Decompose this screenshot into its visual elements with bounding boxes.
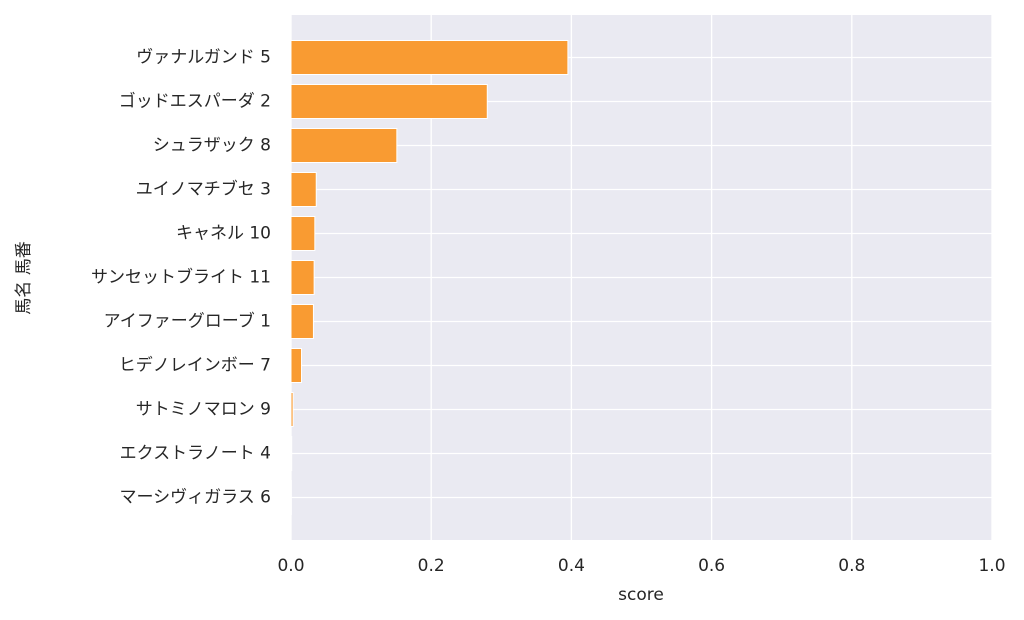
- y-axis-label: 馬名 馬番: [14, 241, 34, 314]
- y-tick-label: サンセットブライト 11: [91, 267, 271, 288]
- bar: [290, 128, 398, 163]
- y-tick-label: エクストラノート 4: [120, 444, 271, 464]
- x-tick-label: 0.8: [838, 556, 865, 576]
- bar: [290, 40, 569, 75]
- y-tick-label: キャネル 10: [176, 224, 271, 244]
- bar: [290, 172, 317, 207]
- x-tick-label: 1.0: [978, 556, 1005, 576]
- bar: [290, 392, 294, 427]
- bar: [290, 348, 303, 383]
- y-tick-label: ゴッドエスパーダ 2: [119, 91, 271, 112]
- y-tick-label: サトミノマロン 9: [136, 400, 271, 420]
- y-tick-label: ユイノマチブセ 3: [136, 179, 271, 200]
- y-tick-label: ヴァナルガンド 5: [136, 48, 271, 68]
- y-tick-label: アイファーグローブ 1: [104, 311, 271, 332]
- y-tick-label: ヒデノレインボー 7: [119, 355, 271, 376]
- bar: [290, 436, 293, 471]
- x-tick-label: 0.0: [277, 556, 304, 576]
- x-tick-label: 0.2: [418, 556, 445, 576]
- x-axis-label: score: [618, 585, 664, 605]
- bar: [290, 216, 316, 251]
- bar: [290, 304, 314, 339]
- x-tick-label: 0.6: [698, 556, 725, 576]
- y-tick-label: マーシヴィガラス 6: [119, 488, 271, 508]
- bar: [290, 260, 315, 295]
- x-tick-label: 0.4: [558, 556, 585, 576]
- y-tick-label: シュラザック 8: [153, 136, 271, 156]
- bar: [290, 84, 488, 119]
